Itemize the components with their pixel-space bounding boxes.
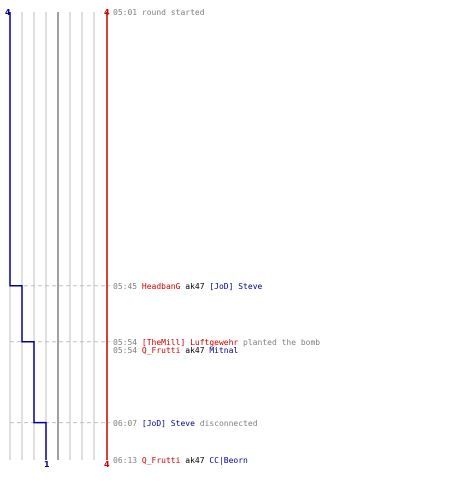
event-weapon-text: ak47 <box>180 345 210 355</box>
event-blue-text: [JoD] Steve <box>209 281 263 291</box>
event-action-text: disconnected <box>194 418 258 428</box>
event-action-text: round started <box>141 8 205 17</box>
event-action-text: planted the bomb <box>238 337 321 347</box>
event-time: 05:45 <box>113 281 142 291</box>
right-top-tick: 4 <box>104 8 110 17</box>
event-guides <box>10 285 110 424</box>
event-time: 05:01 <box>113 8 142 17</box>
event-row: 06:07 [JoD] Steve disconnected <box>113 419 258 428</box>
event-row: 05:54 Q_Frutti ak47 Mitnal <box>113 346 238 355</box>
event-red-text: Q_Frutti <box>141 345 181 355</box>
event-red-text: Q_Frutti <box>141 456 181 465</box>
event-weapon-text: ak47 <box>180 456 210 465</box>
blue-end-tick: 1 <box>44 460 50 469</box>
event-row: 05:45 HeadbanG ak47 [JoD] Steve <box>113 282 262 291</box>
event-row: 05:01 round started <box>113 8 205 17</box>
event-blue-text: CC|Beorn <box>209 456 248 465</box>
event-blue-text: [JoD] Steve <box>141 418 195 428</box>
event-blue-text: Mitnal <box>209 345 239 355</box>
event-time: 06:07 <box>113 418 142 428</box>
counter-terrorist-line <box>9 12 47 460</box>
event-weapon-text: ak47 <box>180 281 210 291</box>
event-time: 05:54 <box>113 337 142 347</box>
event-red-text: HeadbanG <box>141 281 181 291</box>
left-top-tick: 4 <box>5 8 11 17</box>
event-time: 05:54 <box>113 345 142 355</box>
event-row: 05:54 [TheMill] Luftgewehr planted the b… <box>113 338 320 347</box>
event-red-text: [TheMill] Luftgewehr <box>141 337 239 347</box>
event-time: 06:13 <box>113 456 142 465</box>
team-lines <box>9 12 108 460</box>
grid-lines <box>9 12 108 460</box>
event-row: 06:13 Q_Frutti ak47 CC|Beorn <box>113 456 248 465</box>
right-bottom-tick: 4 <box>104 460 110 469</box>
